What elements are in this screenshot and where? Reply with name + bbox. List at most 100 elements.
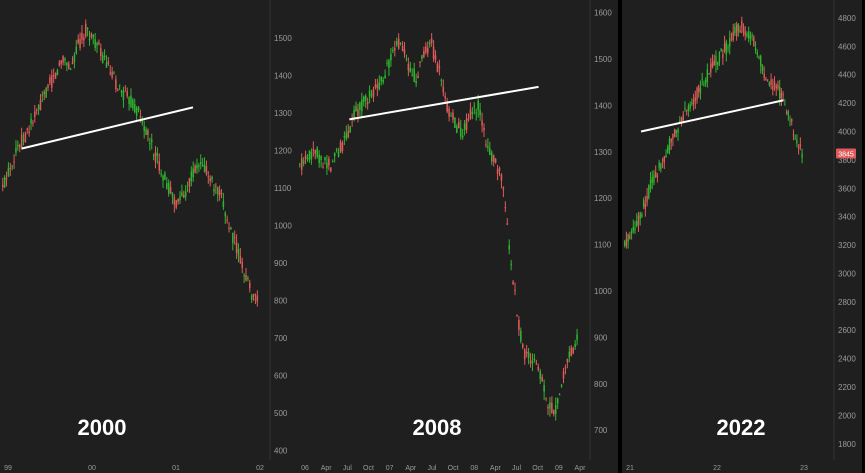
candle-body <box>233 237 236 239</box>
x-tick-label: Jul <box>343 465 352 472</box>
candle-body <box>56 70 59 75</box>
candle-body <box>765 78 767 81</box>
candle-body <box>434 55 437 61</box>
y-tick-label: 1200 <box>594 194 612 203</box>
candle-body <box>494 158 497 163</box>
y-tick-label: 4200 <box>838 99 856 108</box>
candle-body <box>725 41 727 55</box>
candle-body <box>432 46 435 59</box>
candle-body <box>739 30 741 33</box>
candle-body <box>207 175 210 177</box>
candle-body <box>130 95 132 107</box>
candle-body <box>568 351 571 358</box>
candle-body <box>763 73 765 78</box>
candle-body <box>772 86 774 90</box>
candle-body <box>52 75 55 77</box>
candle-body <box>107 61 110 64</box>
candle-body <box>440 79 443 81</box>
candle-body <box>463 123 466 130</box>
candle-body <box>71 61 74 65</box>
candle-body <box>520 330 522 342</box>
candle-body <box>475 112 478 114</box>
candle-body <box>68 63 70 70</box>
candle-body <box>388 60 390 68</box>
candle-body <box>359 102 361 110</box>
candle-body <box>105 62 108 68</box>
candle-body <box>164 173 166 180</box>
candle-body <box>299 163 301 165</box>
candle-body <box>215 185 217 187</box>
candle-body <box>792 134 795 136</box>
x-tick-label: Oct <box>532 465 543 472</box>
candle-body <box>173 197 176 205</box>
candle-body <box>90 33 93 38</box>
candle-body <box>235 242 238 253</box>
period-label: 2022 <box>717 415 766 440</box>
candle-body <box>722 54 724 58</box>
candle-body <box>183 194 185 198</box>
x-tick-label: Apr <box>575 465 587 472</box>
candle-body <box>791 119 793 122</box>
y-tick-label: 2800 <box>838 298 856 307</box>
candle-body <box>518 319 520 331</box>
candle-body <box>318 154 320 163</box>
candle-body <box>689 104 691 109</box>
candle-body <box>529 360 532 363</box>
candle-body <box>401 45 404 52</box>
candle-body <box>430 38 433 43</box>
candle-body <box>41 94 44 96</box>
candle-body <box>211 176 213 180</box>
candle-body <box>374 84 377 88</box>
chart-panel-2008: 1600 1500 1400 1300 1200 1100 1000 900 800 700 06 A… <box>297 0 618 473</box>
candle-body <box>727 46 729 49</box>
candle-body <box>152 154 155 156</box>
candle-body <box>556 398 559 404</box>
candle-body <box>250 295 253 300</box>
candle-body <box>775 85 777 89</box>
candle-body <box>109 72 111 74</box>
candle-body <box>399 43 402 45</box>
candle-body <box>357 109 359 116</box>
candle-body <box>492 155 495 163</box>
candle-body <box>9 167 12 169</box>
candle-body <box>554 404 557 414</box>
candle-body <box>481 120 483 126</box>
candle-body <box>687 106 690 111</box>
candle-body <box>83 37 85 41</box>
candle-body <box>203 164 206 172</box>
candle-body <box>145 128 147 135</box>
candle-body <box>22 139 25 141</box>
candle-body <box>570 347 573 356</box>
candle-body <box>331 161 334 163</box>
candle-body <box>545 398 547 400</box>
candle-body <box>694 97 696 101</box>
candle-body <box>766 79 769 81</box>
candle-body <box>436 63 439 73</box>
x-tick-label: 21 <box>626 465 634 472</box>
candle-body <box>537 366 540 371</box>
candle-body <box>496 169 499 175</box>
y-tick-label: 900 <box>274 259 288 268</box>
candle-body <box>156 153 159 156</box>
y-tick-label: 1400 <box>274 72 292 81</box>
candle-body <box>92 34 95 38</box>
candle-body <box>535 363 538 365</box>
candle-body <box>326 162 328 169</box>
candle-body <box>672 133 674 139</box>
candle-body <box>86 28 89 30</box>
candle-body <box>527 351 530 359</box>
candle-body <box>312 148 315 151</box>
candle-body <box>216 186 219 195</box>
candle-body <box>169 187 172 194</box>
candle-body <box>667 146 669 154</box>
candle-body <box>456 126 458 133</box>
candle-body <box>498 167 501 171</box>
y-tick-label: 1800 <box>838 440 856 449</box>
candle-body <box>426 47 429 54</box>
candle-body <box>58 62 61 66</box>
candle-body <box>423 50 425 57</box>
candle-body <box>787 111 789 116</box>
candle-body <box>675 129 678 134</box>
y-tick-label: 1500 <box>594 55 612 64</box>
candle-body <box>407 63 410 71</box>
